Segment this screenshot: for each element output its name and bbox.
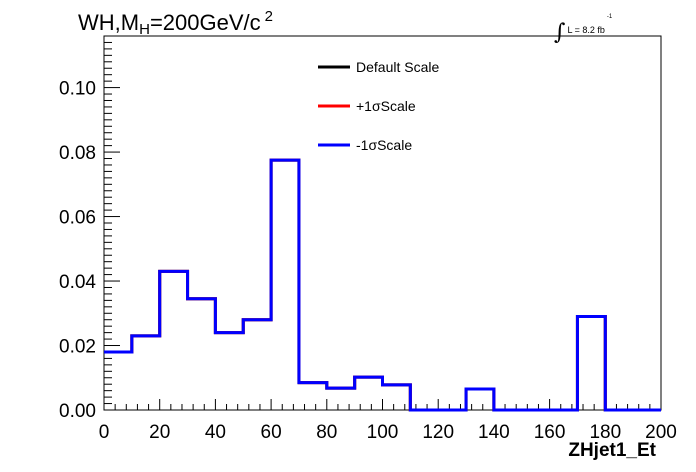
title-superscript: 2	[264, 8, 273, 25]
x-tick-label: 40	[205, 422, 226, 443]
x-tick-label: 20	[149, 422, 170, 443]
histogram-series-minus	[104, 158, 661, 412]
luminosity-text: L = 8.2 fb	[567, 25, 605, 35]
luminosity-superscript: -1	[606, 14, 613, 20]
y-tick-label: 0.00	[59, 401, 96, 422]
luminosity-label: ∫ L = 8.2 fb-1	[554, 14, 613, 45]
x-tick-label: 140	[478, 422, 510, 443]
x-tick-label: 200	[645, 422, 677, 443]
y-tick-label: 0.08	[59, 143, 96, 164]
chart-title: WH,MH=200GeV/c 2	[78, 8, 273, 38]
legend-label-minus: -1σScale	[356, 137, 413, 153]
legend-label-plus: +1σScale	[356, 98, 416, 114]
y-tick-label: 0.10	[59, 79, 96, 100]
title-subscript: H	[139, 21, 150, 38]
x-tick-label: 120	[422, 422, 454, 443]
y-tick-label: 0.06	[59, 208, 96, 229]
x-tick-label: 60	[261, 422, 282, 443]
integral-symbol: ∫	[554, 20, 566, 45]
title-suffix: =200GeV/c	[149, 10, 261, 35]
y-tick-label: 0.04	[59, 272, 96, 293]
y-tick-label: 0.02	[59, 337, 96, 358]
legend-label-default: Default Scale	[356, 59, 440, 75]
x-tick-label: 160	[534, 422, 566, 443]
x-axis-title: ZHjet1_Et	[568, 440, 656, 461]
title-prefix: WH,M	[78, 10, 140, 35]
x-tick-label: 80	[316, 422, 337, 443]
x-tick-label: 0	[99, 422, 110, 443]
x-tick-label: 180	[589, 422, 621, 443]
x-tick-label: 100	[367, 422, 399, 443]
